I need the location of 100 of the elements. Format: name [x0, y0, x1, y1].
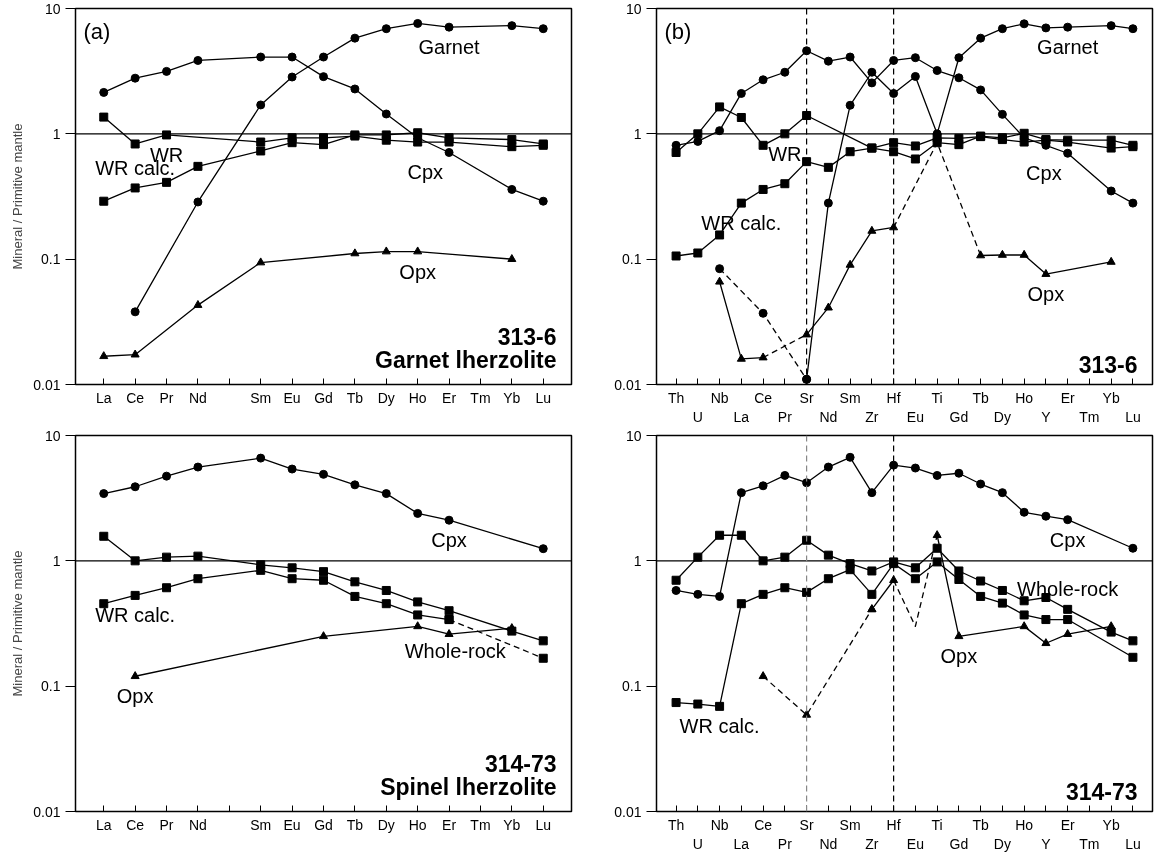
y-tick-label: 1 [633, 125, 642, 142]
x-tick-label: Ti [931, 816, 943, 833]
x-tick-label: Yb [1102, 389, 1120, 406]
annotation: Whole-rock [1017, 578, 1120, 601]
y-tick-label: 10 [44, 427, 61, 444]
x-tick-label: Lu [535, 816, 552, 833]
x-tick-label: Dy [993, 835, 1011, 852]
x-tick-label: Ce [754, 816, 773, 833]
x-tick-label: Th [667, 816, 685, 833]
x-tick-label: Sm [250, 389, 272, 406]
x-tick-label: Zr [865, 408, 879, 425]
x-tick-label: Ce [126, 389, 145, 406]
x-tick-label: Ho [408, 389, 427, 406]
x-tick-label: Er [1060, 816, 1075, 833]
y-tick-label: 1 [52, 125, 61, 142]
y-tick-label: 0.1 [41, 678, 61, 695]
x-tick-label: Nd [188, 389, 207, 406]
annotation: WR [768, 142, 802, 165]
x-tick-label: Tm [1079, 408, 1100, 425]
x-tick-label: Ho [1015, 389, 1034, 406]
x-tick-label: Sm [839, 389, 861, 406]
y-tick-label: 0.1 [622, 678, 642, 695]
x-tick-label: Hf [886, 816, 901, 833]
x-tick-label: La [95, 389, 112, 406]
x-tick-label: Yb [503, 389, 521, 406]
text: (b) [664, 18, 692, 44]
y-tick-label: 0.1 [41, 251, 61, 268]
y-tick-label: 0.1 [622, 251, 642, 268]
annotation: Cpx [407, 161, 444, 184]
x-tick-label: Gd [949, 408, 969, 425]
x-tick-label: Hf [886, 389, 901, 406]
x-tick-label: Dy [377, 389, 395, 406]
x-tick-label: Sr [799, 389, 814, 406]
x-tick-label: Pr [159, 389, 174, 406]
x-tick-label: Er [1060, 389, 1075, 406]
y-tick-label: 0.01 [33, 376, 61, 393]
y-axis-title: Mineral / Primitive mantle [10, 550, 26, 697]
y-tick-label: 10 [625, 427, 642, 444]
x-tick-label: Ti [931, 389, 943, 406]
annotation: 313-6 [1078, 351, 1138, 378]
x-tick-label: Er [442, 816, 457, 833]
x-tick-label: Lu [535, 389, 552, 406]
x-tick-label: Pr [777, 408, 793, 425]
y-tick-label: 1 [633, 552, 642, 569]
y-tick-label: 10 [625, 0, 642, 17]
annotation: WR calc. [679, 715, 760, 738]
x-tick-label: Tm [470, 389, 491, 406]
x-tick-label: Y [1041, 408, 1052, 425]
x-tick-label: Nb [710, 816, 729, 833]
x-tick-label: Sm [839, 816, 861, 833]
x-tick-label: Nb [710, 389, 729, 406]
x-tick-label: Tb [346, 816, 364, 833]
x-tick-label: Sm [250, 816, 272, 833]
x-tick-label: Dy [377, 816, 395, 833]
y-tick-label: 0.01 [33, 803, 61, 820]
annotation: Whole-rock [404, 640, 507, 663]
x-tick-label: Er [442, 389, 457, 406]
x-tick-label: La [95, 816, 112, 833]
x-tick-label: U [692, 408, 703, 425]
x-tick-label: Tb [972, 389, 990, 406]
x-tick-label: Yb [503, 816, 521, 833]
annotation: Opx [116, 685, 154, 708]
x-tick-label: Pr [159, 816, 174, 833]
x-tick-label: Tm [1079, 835, 1100, 852]
y-tick-label: 0.01 [614, 803, 642, 820]
y-tick-label: 10 [44, 0, 61, 17]
x-tick-label: Eu [906, 408, 924, 425]
x-tick-label: Nd [819, 835, 838, 852]
x-tick-label: La [733, 408, 750, 425]
y-tick-label: 1 [52, 552, 61, 569]
x-tick-label: Sr [799, 816, 814, 833]
x-tick-label: Tb [346, 389, 364, 406]
y-tick-label: 0.01 [614, 376, 642, 393]
annotation: 314-73 [1065, 778, 1138, 805]
annotation: Cpx [431, 529, 467, 552]
annotation: Opx [940, 645, 978, 668]
x-tick-label: U [692, 835, 703, 852]
annotation: Cpx [1049, 528, 1086, 551]
x-tick-label: Dy [993, 408, 1011, 425]
text: (a) [83, 18, 111, 44]
x-tick-label: Zr [865, 835, 879, 852]
x-tick-label: Gd [314, 389, 333, 406]
x-tick-label: Tm [470, 816, 491, 833]
annotation: Garnet [418, 36, 481, 59]
annotation: WR calc. [95, 604, 176, 627]
x-tick-label: Nd [188, 816, 207, 833]
x-tick-label: Lu [1125, 835, 1141, 852]
x-tick-label: Yb [1102, 816, 1120, 833]
annotation: Cpx [1026, 162, 1062, 185]
x-tick-label: Y [1041, 835, 1052, 852]
x-tick-label: Eu [906, 835, 924, 852]
x-tick-label: Eu [283, 816, 301, 833]
x-tick-label: Nd [819, 408, 838, 425]
x-tick-label: Gd [949, 835, 969, 852]
annotation: Opx [399, 260, 437, 283]
x-tick-label: Gd [314, 816, 333, 833]
x-tick-label: Th [667, 389, 685, 406]
x-tick-label: Eu [283, 389, 301, 406]
x-tick-label: Ce [126, 816, 145, 833]
annotation: Garnet [1037, 36, 1099, 59]
